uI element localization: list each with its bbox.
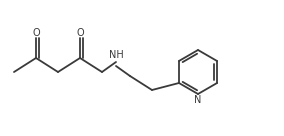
Text: O: O	[76, 28, 84, 38]
Text: N: N	[194, 95, 202, 105]
Text: NH: NH	[108, 50, 123, 60]
Text: O: O	[32, 28, 40, 38]
